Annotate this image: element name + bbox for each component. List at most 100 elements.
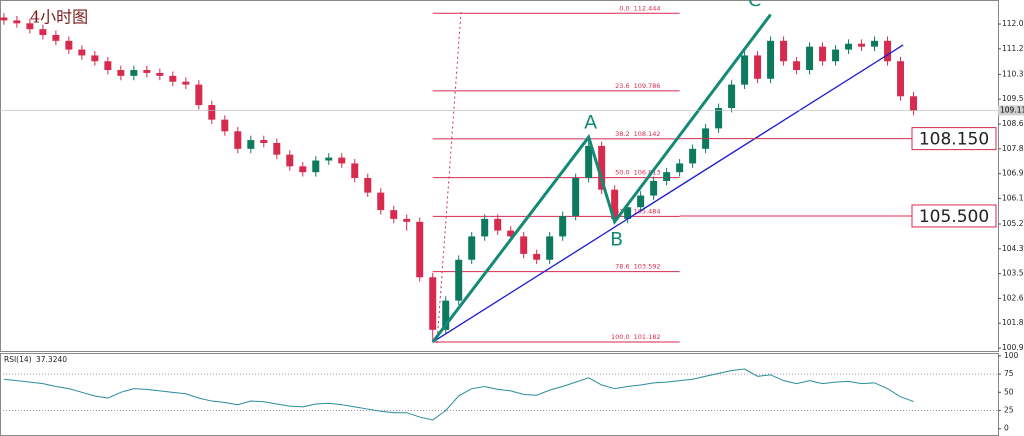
fib-ratio: 50.0 (615, 169, 629, 177)
candle-body (403, 218, 411, 222)
candle-body (338, 157, 346, 164)
candle-body (780, 40, 788, 62)
rsi-tick-label: 100 (1004, 351, 1019, 360)
rsi-line (3, 368, 914, 421)
candle-body (455, 259, 463, 301)
candle-body (416, 221, 424, 278)
candle-body (585, 145, 593, 179)
candle-body (143, 70, 151, 73)
y-tick-label: 110.350 (1002, 69, 1024, 78)
candle-body (715, 107, 723, 129)
y-tick-label: 109.500 (1002, 94, 1024, 103)
candle-body (65, 40, 73, 50)
candle-body (286, 154, 294, 167)
candle-body (611, 189, 619, 219)
candle-body (741, 55, 749, 85)
candle-body (312, 160, 320, 173)
candle-body (52, 34, 60, 41)
y-tick-label: 108.650 (1002, 119, 1024, 128)
candle-body (793, 61, 801, 71)
candle-body (299, 166, 307, 173)
candle-body (13, 20, 21, 24)
y-tick-label: 112.075 (1002, 19, 1024, 28)
last-price-label: 109.118 (1000, 105, 1024, 114)
chart-title: 4小时图 (30, 8, 88, 27)
rsi-tick-label: 75 (1004, 369, 1014, 378)
candle-body (884, 40, 892, 62)
candle-body (806, 46, 814, 71)
candle-body (221, 119, 229, 132)
candle-body (728, 84, 736, 108)
rsi-name: RSI(14) (4, 355, 32, 364)
pattern-label: C (748, 0, 761, 11)
abc-pattern (431, 13, 772, 343)
candle-body (910, 96, 918, 111)
fib-price: 106.813 (634, 169, 661, 177)
trend-line (432, 44, 904, 343)
candle-body (481, 218, 489, 237)
rsi-panel (0, 353, 999, 436)
fib-price: 103.592 (634, 263, 661, 271)
rsi-tick-label: 25 (1004, 406, 1014, 415)
candle-body (559, 215, 567, 237)
candle-body (598, 145, 606, 190)
candle-body (845, 43, 853, 50)
target-label: 108.150 (919, 130, 989, 150)
candle-body (169, 75, 177, 82)
candle-body (195, 84, 203, 106)
candle-body (273, 142, 281, 155)
y-tick-label: 102.675 (1002, 293, 1024, 302)
candle-body (507, 230, 515, 237)
candle-body (78, 49, 86, 56)
pattern-label: A (584, 112, 597, 134)
rsi-value: 37.3240 (36, 355, 67, 364)
candle-body (26, 23, 34, 30)
candle-body (871, 40, 879, 47)
candle-body (260, 140, 268, 143)
target-label: 105.500 (919, 207, 989, 227)
fib-price: 108.142 (634, 130, 661, 138)
candle-body (897, 61, 905, 97)
target-box (911, 204, 997, 228)
candle-body (325, 157, 333, 161)
candle-body (754, 55, 762, 79)
y-tick-label: 106.100 (1002, 193, 1024, 202)
candle-body (0, 17, 8, 21)
candle-body (130, 70, 138, 76)
fib-price: 105.484 (634, 207, 661, 215)
candle-body (520, 236, 528, 254)
last-price-box (998, 105, 1024, 116)
y-tick-label: 103.525 (1002, 269, 1024, 278)
candle-body (572, 178, 580, 216)
candle-body (663, 172, 671, 181)
candle-body (442, 300, 450, 330)
candle-body (676, 163, 684, 173)
candle-body (468, 236, 476, 260)
candle-body (494, 218, 502, 231)
fib-ratio: 78.6 (615, 263, 629, 271)
candle-body (91, 55, 99, 62)
candle-body (351, 163, 359, 179)
candle-body (832, 49, 840, 62)
y-tick-label: 101.825 (1002, 318, 1024, 327)
candle-body (533, 253, 541, 260)
y-tick-label: 106.950 (1002, 169, 1024, 178)
candle-body (39, 29, 47, 35)
candle-body (546, 236, 554, 260)
candle-body (377, 192, 385, 211)
candle-body (858, 43, 866, 47)
candle-body (364, 178, 372, 193)
target-box (911, 127, 997, 151)
pattern-label: B (610, 228, 623, 250)
rsi-tick-label: 50 (1004, 387, 1014, 396)
y-tick-label: 100.975 (1002, 343, 1024, 352)
y-tick-label: 107.800 (1002, 144, 1024, 153)
candle-body (650, 180, 658, 196)
fib-price: 109.786 (634, 82, 661, 90)
candle-body (234, 131, 242, 149)
candle-body (208, 105, 216, 120)
candle-body (637, 195, 645, 208)
candle-body (429, 277, 437, 330)
fib-price: 112.444 (634, 4, 661, 12)
